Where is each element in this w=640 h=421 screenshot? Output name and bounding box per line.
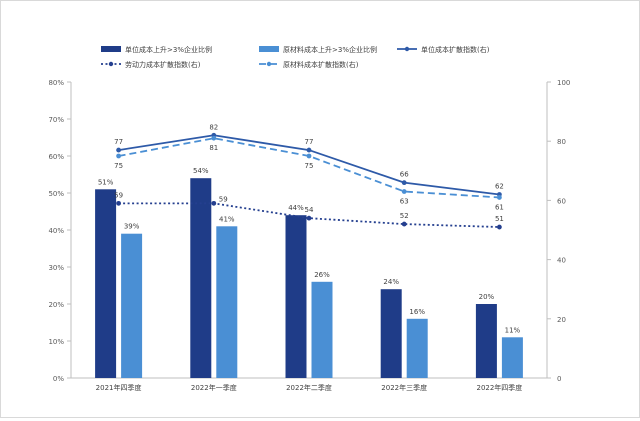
left-tick-label: 30% bbox=[48, 264, 64, 272]
legend-label: 单位成本扩散指数(右) bbox=[421, 45, 490, 54]
left-tick-label: 50% bbox=[48, 190, 64, 198]
bar-material-cost bbox=[216, 226, 238, 378]
line-value-label: 59 bbox=[219, 195, 228, 203]
line-point bbox=[306, 147, 312, 153]
left-tick-label: 60% bbox=[48, 153, 64, 161]
line-point bbox=[497, 195, 502, 200]
legend-swatch-marker bbox=[266, 61, 272, 67]
legend-label: 单位成本上升>3%企业比例 bbox=[125, 45, 212, 54]
line-value-label: 81 bbox=[209, 144, 218, 152]
right-tick-label: 40 bbox=[557, 257, 566, 265]
bar-material-cost bbox=[121, 233, 143, 378]
legend-label: 原材料成本上升>3%企业比例 bbox=[283, 45, 377, 54]
bar-unit-cost bbox=[285, 215, 307, 378]
bar-value-label: 44% bbox=[288, 204, 304, 212]
bar-value-label: 24% bbox=[383, 278, 399, 286]
x-tick-label: 2021年四季度 bbox=[96, 383, 142, 392]
bar-value-label: 41% bbox=[219, 215, 235, 223]
bar-value-label: 11% bbox=[505, 326, 521, 334]
left-tick-label: 20% bbox=[48, 301, 64, 309]
right-tick-label: 0 bbox=[557, 375, 561, 383]
bar-value-label: 54% bbox=[193, 167, 209, 175]
line-value-label: 52 bbox=[400, 212, 409, 220]
line-value-label: 59 bbox=[114, 191, 123, 199]
line-value-label: 77 bbox=[114, 138, 123, 146]
legend-swatch-bar bbox=[101, 46, 121, 52]
legend-swatch-marker bbox=[108, 61, 114, 67]
bar-material-cost bbox=[406, 318, 428, 378]
line-point bbox=[401, 189, 407, 194]
line-point bbox=[116, 153, 121, 159]
line-point bbox=[116, 147, 121, 153]
line-point bbox=[211, 200, 217, 206]
line-value-label: 75 bbox=[114, 162, 123, 170]
left-tick-label: 10% bbox=[48, 338, 64, 346]
bar-unit-cost bbox=[95, 189, 117, 378]
legend-swatch-bar bbox=[259, 46, 279, 52]
line-point bbox=[497, 224, 502, 230]
left-tick-label: 80% bbox=[48, 79, 64, 87]
bar-value-label: 26% bbox=[314, 271, 330, 279]
bar-value-label: 16% bbox=[409, 308, 425, 316]
left-tick-label: 70% bbox=[48, 116, 64, 124]
line-series-dotted bbox=[118, 202, 500, 228]
right-tick-label: 60 bbox=[557, 197, 566, 205]
line-point bbox=[116, 200, 121, 206]
line-value-label: 77 bbox=[305, 138, 314, 146]
left-tick-label: 40% bbox=[48, 227, 64, 235]
line-value-label: 75 bbox=[305, 162, 314, 170]
bar-value-label: 20% bbox=[479, 293, 495, 301]
bar-material-cost bbox=[501, 337, 523, 378]
right-tick-label: 100 bbox=[557, 79, 570, 87]
line-value-label: 54 bbox=[305, 206, 314, 214]
right-tick-label: 80 bbox=[557, 138, 566, 146]
x-tick-label: 2022年一季度 bbox=[191, 383, 237, 392]
x-tick-label: 2022年三季度 bbox=[381, 383, 427, 392]
bar-unit-cost bbox=[475, 304, 497, 378]
bar-material-cost bbox=[311, 281, 333, 378]
bar-value-label: 51% bbox=[98, 178, 114, 186]
bar-unit-cost bbox=[380, 289, 402, 378]
line-value-label: 82 bbox=[209, 123, 218, 131]
right-tick-label: 20 bbox=[557, 316, 566, 324]
line-value-label: 63 bbox=[400, 198, 409, 206]
line-point bbox=[306, 153, 312, 159]
legend-swatch-marker bbox=[404, 46, 410, 52]
x-tick-label: 2022年四季度 bbox=[476, 383, 522, 392]
line-point bbox=[211, 135, 217, 141]
legend-label: 原材料成本扩散指数(右) bbox=[283, 60, 359, 69]
line-point bbox=[306, 215, 312, 221]
x-tick-label: 2022年二季度 bbox=[286, 383, 332, 392]
line-value-label: 66 bbox=[400, 171, 409, 179]
bar-unit-cost bbox=[190, 178, 212, 378]
line-point bbox=[401, 180, 407, 186]
line-value-label: 51 bbox=[495, 215, 504, 223]
legend-label: 劳动力成本扩散指数(右) bbox=[125, 60, 201, 69]
bar-value-label: 39% bbox=[124, 223, 140, 231]
line-point bbox=[401, 221, 407, 227]
line-value-label: 61 bbox=[495, 203, 504, 211]
left-tick-label: 0% bbox=[53, 375, 64, 383]
line-value-label: 62 bbox=[495, 182, 504, 190]
